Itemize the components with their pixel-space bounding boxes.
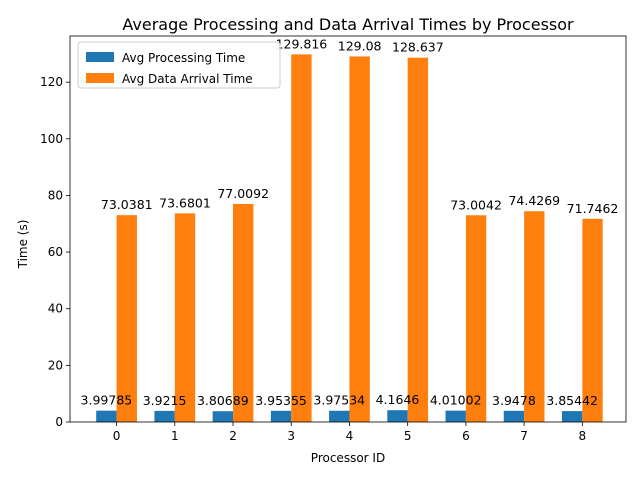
- y-tick-label: 20: [48, 358, 63, 372]
- data-label: 3.85442: [546, 393, 598, 408]
- data-label: 73.6801: [159, 195, 211, 210]
- data-label: 128.637: [392, 40, 444, 55]
- bar-series-0-cat-4: [329, 410, 350, 422]
- bar-series-1-cat-0: [116, 215, 137, 422]
- x-tick-label: 3: [287, 429, 295, 443]
- plot-frame: [69, 35, 627, 423]
- data-label: 77.0092: [217, 186, 269, 201]
- x-tick-label: 0: [113, 429, 121, 443]
- bar-series-1-cat-8: [582, 218, 603, 422]
- y-tick-label: 40: [48, 302, 63, 316]
- bar-series-1-cat-7: [524, 211, 545, 422]
- bar-series-0-cat-1: [154, 410, 175, 422]
- legend-entry: Avg Data Arrival Time: [122, 72, 253, 86]
- bar-series-1-cat-5: [407, 57, 429, 422]
- bar-series-0-cat-0: [96, 410, 117, 422]
- legend-entry: Avg Processing Time: [122, 51, 245, 65]
- bar-series-0-cat-3: [270, 410, 292, 422]
- legend-swatch: [86, 52, 114, 62]
- bar-series-1-cat-6: [465, 215, 487, 422]
- x-tick-label: 6: [462, 429, 470, 443]
- data-label: 3.99785: [81, 393, 133, 408]
- x-axis-label: Processor ID: [311, 451, 385, 465]
- x-tick-label: 8: [579, 429, 587, 443]
- chart-title: Average Processing and Data Arrival Time…: [122, 15, 574, 34]
- bar-series-0-cat-6: [445, 410, 466, 422]
- bar-series-1-cat-3: [291, 54, 312, 423]
- data-label: 3.9478: [492, 393, 536, 408]
- data-label: 74.4269: [508, 193, 560, 208]
- data-label: 3.80689: [197, 393, 249, 408]
- x-tick-label: 4: [346, 429, 354, 443]
- data-label: 4.01002: [430, 393, 482, 408]
- data-label: 73.0042: [450, 197, 502, 212]
- x-tick-label: 2: [229, 429, 237, 443]
- bars-group: [96, 54, 603, 423]
- y-tick-label: 120: [40, 75, 63, 89]
- bar-series-1-cat-4: [349, 56, 370, 422]
- legend: Avg Processing Time Avg Data Arrival Time: [77, 41, 281, 89]
- y-tick-label: 100: [40, 132, 63, 146]
- data-label: 73.0381: [101, 197, 153, 212]
- data-label: 3.97534: [313, 393, 365, 408]
- data-label: 71.7462: [567, 201, 619, 216]
- y-tick-label: 80: [48, 188, 63, 202]
- data-label: 129.816: [276, 36, 328, 51]
- data-label: 3.9215: [143, 393, 187, 408]
- bar-series-0-cat-5: [387, 410, 408, 422]
- data-label: 3.95355: [255, 393, 307, 408]
- x-tick-label: 1: [171, 429, 179, 443]
- bar-series-0-cat-8: [561, 411, 583, 422]
- y-tick-label: 0: [55, 415, 63, 429]
- y-tick-label: 60: [48, 245, 63, 259]
- data-label: 4.1646: [376, 392, 420, 407]
- legend-box: [77, 41, 281, 89]
- bar-series-1-cat-1: [174, 213, 196, 422]
- bar-series-0-cat-7: [503, 410, 525, 422]
- data-label: 129.08: [338, 38, 382, 53]
- bar-series-1-cat-2: [233, 203, 254, 422]
- y-axis-label: Time (s): [16, 220, 30, 270]
- data-labels-group: 3.99785 3.9215 3.80689 3.95355 3.97534 4.1646…: [81, 36, 619, 408]
- x-tick-label: 5: [404, 429, 412, 443]
- legend-swatch: [86, 73, 114, 83]
- x-tick-label: 7: [520, 429, 528, 443]
- bar-series-0-cat-2: [212, 411, 234, 422]
